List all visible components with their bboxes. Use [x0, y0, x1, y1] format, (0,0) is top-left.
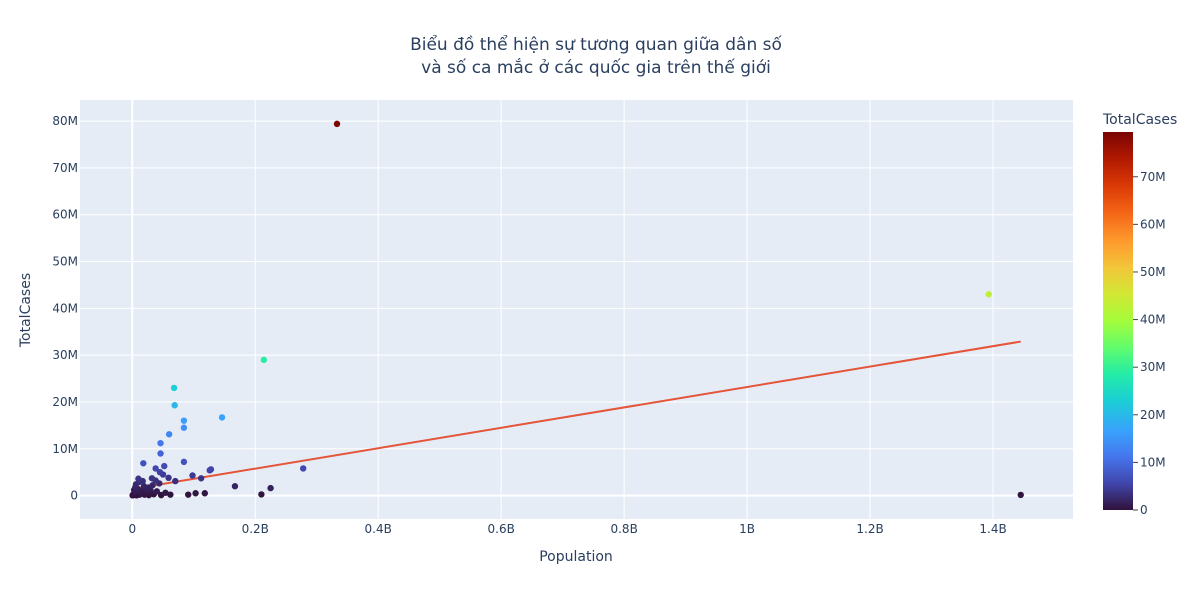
data-point[interactable] [333, 120, 341, 128]
colorbar-tick-label: 60M [1140, 217, 1166, 231]
colorbar-tick-label: 0 [1140, 503, 1148, 517]
data-point[interactable] [218, 414, 226, 421]
colorbar-tick-label: 30M [1140, 360, 1166, 374]
x-axis-ticks: 0 0.2B 0.4B 0.6B 0.8B 1B 1.2B 1.4B [128, 522, 1006, 536]
data-points [129, 120, 1024, 499]
data-point[interactable] [135, 475, 142, 482]
x-tick-label: 0 [128, 522, 136, 536]
data-point[interactable] [148, 475, 156, 482]
colorbar-title: TotalCases [1102, 112, 1177, 128]
data-point[interactable] [172, 477, 179, 485]
y-tick-label: 0 [70, 489, 78, 503]
data-point[interactable] [201, 490, 209, 497]
colorbar-tick-label: 10M [1140, 455, 1166, 469]
y-tick-label: 50M [52, 255, 78, 269]
data-point[interactable] [231, 483, 239, 490]
data-point[interactable] [165, 474, 172, 482]
data-point[interactable] [157, 450, 164, 457]
y-axis-title: TotalCases [18, 273, 34, 348]
colorbar-tick-label: 50M [1140, 265, 1166, 279]
colorbar-tick-label: 70M [1140, 170, 1166, 184]
colorbar-ticks: 0 10M 20M 30M 40M 50M 60M 70M [1133, 170, 1166, 517]
data-point[interactable] [185, 491, 192, 498]
y-tick-label: 80M [52, 114, 78, 128]
y-tick-label: 60M [52, 208, 78, 222]
colorbar [1103, 132, 1133, 510]
y-tick-label: 30M [52, 348, 78, 362]
data-point[interactable] [152, 465, 159, 472]
data-point[interactable] [140, 460, 147, 467]
plot-area [80, 100, 1073, 519]
grid-lines [80, 100, 1073, 519]
data-point[interactable] [207, 466, 215, 473]
chart-title-line-1: Biểu đồ thể hiện sự tương quan giữa dân … [410, 34, 782, 55]
y-tick-label: 40M [52, 301, 78, 315]
chart-title-line-2: và số ca mắc ở các quốc gia trên thế giớ… [421, 57, 771, 78]
data-point[interactable] [189, 472, 196, 479]
data-point[interactable] [157, 439, 164, 447]
data-point[interactable] [153, 488, 161, 495]
trendline [132, 340, 1021, 491]
data-point[interactable] [197, 475, 205, 482]
x-tick-label: 1B [739, 522, 755, 536]
data-point[interactable] [149, 482, 156, 489]
y-tick-label: 10M [52, 442, 78, 456]
x-tick-label: 0.8B [610, 522, 637, 536]
data-point[interactable] [192, 490, 199, 497]
data-point[interactable] [1017, 491, 1024, 499]
data-point[interactable] [162, 489, 169, 496]
data-point[interactable] [985, 291, 992, 298]
data-point[interactable] [161, 462, 168, 470]
data-point[interactable] [180, 424, 188, 431]
data-point[interactable] [267, 484, 274, 492]
colorbar-tick-label: 40M [1140, 313, 1166, 327]
data-point[interactable] [140, 483, 148, 490]
data-point[interactable] [165, 431, 173, 438]
x-tick-label: 0.2B [242, 522, 269, 536]
data-point[interactable] [299, 465, 307, 472]
y-axis-ticks: 0 10M 20M 30M 40M 50M 60M 70M 80M [52, 114, 78, 503]
x-axis-title: Population [539, 549, 613, 565]
x-tick-label: 1.4B [979, 522, 1006, 536]
x-tick-label: 0.6B [488, 522, 515, 536]
x-tick-label: 1.2B [856, 522, 883, 536]
data-point[interactable] [171, 402, 178, 409]
x-tick-label: 0.4B [365, 522, 392, 536]
colorbar-tick-label: 20M [1140, 408, 1166, 422]
data-point[interactable] [156, 468, 164, 476]
y-tick-label: 20M [52, 395, 78, 409]
data-point[interactable] [167, 491, 174, 498]
data-point[interactable] [258, 491, 265, 498]
data-point[interactable] [170, 384, 178, 392]
y-tick-label: 70M [52, 161, 78, 175]
trendline-group [132, 340, 1021, 491]
data-point[interactable] [260, 356, 268, 364]
data-point[interactable] [180, 458, 188, 466]
data-point[interactable] [180, 417, 188, 424]
